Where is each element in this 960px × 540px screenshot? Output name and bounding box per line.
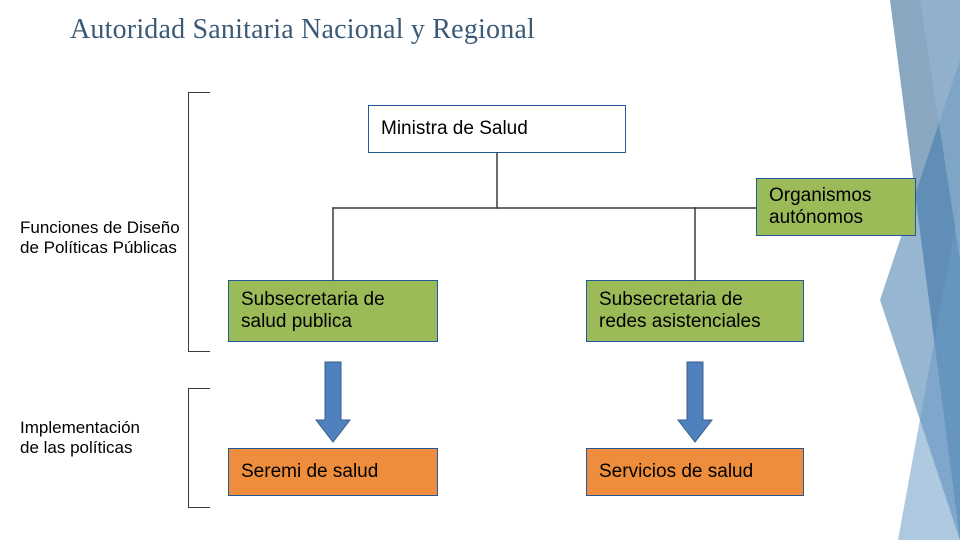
node-seremi: Seremi de salud: [228, 448, 438, 496]
node-ministra-label: Ministra de Salud: [381, 118, 528, 140]
node-sub-salud-publica-label: Subsecretaria de salud publica: [241, 289, 425, 333]
page-title: Autoridad Sanitaria Nacional y Regional: [70, 14, 535, 46]
node-sub-redes-label: Subsecretaria de redes asistenciales: [599, 289, 791, 333]
label-funciones: Funciones de Diseño de Políticas Pública…: [20, 218, 180, 257]
node-sub-redes: Subsecretaria de redes asistenciales: [586, 280, 804, 342]
decor-tri-2: [880, 60, 960, 540]
label-funciones-l2: de Políticas Públicas: [20, 238, 177, 257]
label-implementacion-l2: de las políticas: [20, 438, 132, 457]
node-seremi-label: Seremi de salud: [241, 461, 378, 483]
label-implementacion: Implementación de las políticas: [20, 418, 140, 457]
node-organismos-label: Organismos autónomos: [769, 185, 903, 229]
node-ministra: Ministra de Salud: [368, 105, 626, 153]
decor-tri-4: [920, 0, 960, 260]
slide-decor-right: [880, 0, 960, 540]
bracket-bottom: [188, 388, 210, 508]
connectors: [0, 0, 960, 540]
node-servicios: Servicios de salud: [586, 448, 804, 496]
decor-tri-1: [890, 0, 960, 540]
node-sub-salud-publica: Subsecretaria de salud publica: [228, 280, 438, 342]
decor-tri-3: [898, 200, 960, 540]
label-implementacion-l1: Implementación: [20, 418, 140, 437]
node-servicios-label: Servicios de salud: [599, 461, 753, 483]
label-funciones-l1: Funciones de Diseño: [20, 218, 180, 237]
node-organismos: Organismos autónomos: [756, 178, 916, 236]
bracket-top: [188, 92, 210, 352]
